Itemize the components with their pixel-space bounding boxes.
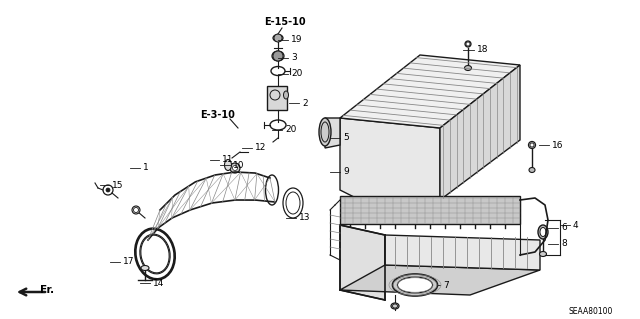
- Circle shape: [230, 163, 240, 173]
- Text: 3: 3: [291, 54, 297, 63]
- Ellipse shape: [465, 65, 472, 70]
- Text: 11: 11: [222, 155, 234, 165]
- Ellipse shape: [392, 274, 438, 296]
- Text: 20: 20: [291, 70, 302, 78]
- Ellipse shape: [538, 225, 548, 239]
- Ellipse shape: [391, 303, 399, 309]
- Text: Fr.: Fr.: [40, 285, 54, 295]
- Text: 18: 18: [477, 46, 488, 55]
- Polygon shape: [325, 118, 340, 148]
- Text: 15: 15: [112, 181, 124, 189]
- Ellipse shape: [140, 234, 170, 274]
- Ellipse shape: [141, 265, 149, 271]
- Text: E-3-10: E-3-10: [200, 110, 236, 120]
- Ellipse shape: [266, 175, 278, 205]
- Text: SEAA80100: SEAA80100: [568, 308, 613, 316]
- Text: 16: 16: [552, 140, 563, 150]
- Circle shape: [134, 207, 138, 212]
- Polygon shape: [340, 118, 440, 200]
- Text: 10: 10: [233, 160, 244, 169]
- Polygon shape: [340, 55, 520, 128]
- Ellipse shape: [465, 41, 471, 47]
- Text: 20: 20: [285, 125, 296, 135]
- Ellipse shape: [397, 277, 433, 293]
- Ellipse shape: [272, 51, 284, 61]
- Text: 13: 13: [299, 213, 310, 222]
- Ellipse shape: [273, 34, 283, 41]
- Bar: [340, 196, 520, 224]
- Polygon shape: [148, 172, 275, 240]
- Text: 8: 8: [561, 240, 567, 249]
- Ellipse shape: [530, 143, 534, 147]
- Ellipse shape: [466, 42, 470, 46]
- Text: 12: 12: [255, 144, 266, 152]
- Polygon shape: [340, 225, 385, 300]
- Text: 1: 1: [143, 164, 148, 173]
- Circle shape: [232, 166, 237, 170]
- Ellipse shape: [529, 167, 535, 173]
- Text: 5: 5: [343, 133, 349, 143]
- Polygon shape: [385, 235, 540, 270]
- Ellipse shape: [319, 118, 331, 146]
- Text: 14: 14: [153, 278, 164, 287]
- Ellipse shape: [540, 227, 546, 236]
- Ellipse shape: [540, 251, 547, 256]
- Text: E-15-10: E-15-10: [264, 17, 306, 27]
- Polygon shape: [340, 265, 540, 295]
- Text: 2: 2: [302, 99, 308, 108]
- Text: 6: 6: [561, 224, 567, 233]
- Circle shape: [274, 34, 282, 42]
- Circle shape: [106, 188, 110, 192]
- Text: 4: 4: [573, 220, 579, 229]
- Text: 19: 19: [291, 35, 303, 44]
- Bar: [267, 86, 287, 110]
- Ellipse shape: [284, 91, 289, 99]
- Circle shape: [273, 51, 283, 61]
- Polygon shape: [440, 65, 520, 200]
- Text: 17: 17: [123, 257, 134, 266]
- Ellipse shape: [225, 160, 232, 170]
- Text: 7: 7: [443, 280, 449, 290]
- Ellipse shape: [136, 229, 174, 279]
- Circle shape: [132, 206, 140, 214]
- Text: 9: 9: [343, 167, 349, 176]
- Ellipse shape: [529, 142, 536, 149]
